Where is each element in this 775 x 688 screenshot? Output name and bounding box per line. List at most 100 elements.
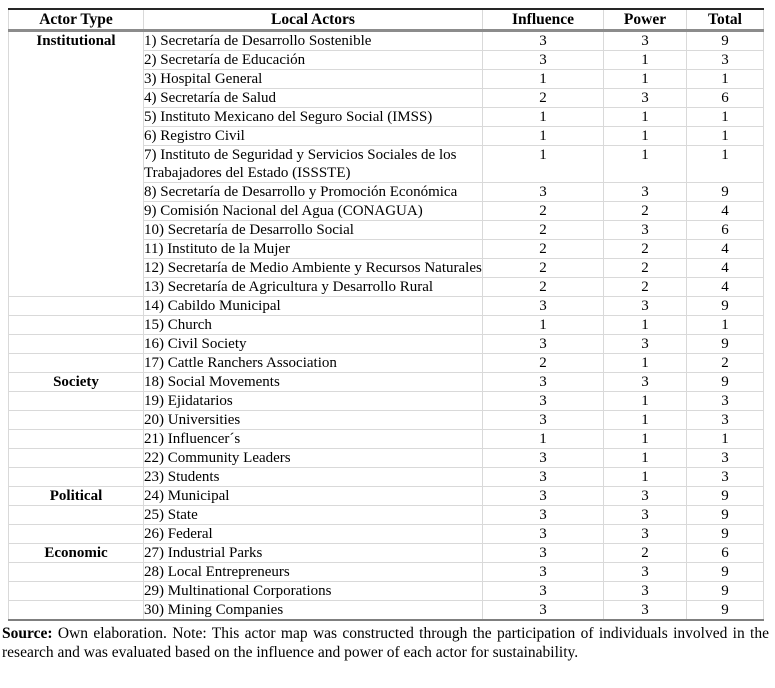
actor-cell: 2) Secretaría de Educación [143, 50, 483, 70]
table-row: Institutional 1) Secretaría de Desarrollo… [8, 30, 764, 297]
total-cell: 9 [686, 334, 764, 354]
power-cell: 3 [603, 334, 687, 354]
actor-type-cell: Institutional [8, 30, 144, 297]
header-power: Power [603, 9, 687, 32]
influence-cell: 3 [482, 467, 604, 487]
actor-type-cell [8, 581, 144, 601]
influence-cell: 3 [482, 391, 604, 411]
power-cell: 3 [603, 88, 687, 108]
influence-cell: 3 [482, 410, 604, 430]
actor-cell: 8) Secretaría de Desarrollo y Promoción … [143, 182, 483, 202]
power-cell: 1 [603, 391, 687, 411]
total-cell: 3 [686, 391, 764, 411]
total-cell: 6 [686, 220, 764, 240]
influence-cell: 2 [482, 239, 604, 259]
actor-table: Actor Type Local Actors Influence Power … [8, 8, 764, 621]
actor-type-cell [8, 524, 144, 544]
total-cell: 4 [686, 277, 764, 297]
power-cell: 1 [603, 69, 687, 89]
actor-type-cell [8, 334, 144, 354]
power-cell: 1 [603, 410, 687, 430]
table-row: 29) Multinational Corporations 3 3 9 [8, 581, 764, 601]
influence-cell: 1 [482, 429, 604, 449]
actor-type-cell [8, 448, 144, 468]
power-cell: 1 [603, 429, 687, 449]
power-cell: 1 [603, 467, 687, 487]
power-cell: 1 [603, 126, 687, 146]
total-cell: 1 [686, 315, 764, 335]
table-header: Actor Type Local Actors Influence Power … [8, 9, 764, 32]
total-cell: 4 [686, 201, 764, 221]
table-row: 20) Universities 3 1 3 [8, 410, 764, 430]
actor-cell: 10) Secretaría de Desarrollo Social [143, 220, 483, 240]
actor-cell: 21) Influencer´s [143, 429, 483, 449]
total-cell: 4 [686, 239, 764, 259]
power-cell: 3 [603, 296, 687, 316]
total-cell: 6 [686, 88, 764, 108]
power-cell: 1 [603, 50, 687, 70]
table-row: 15) Church 1 1 1 [8, 315, 764, 335]
influence-cell: 3 [482, 581, 604, 601]
influence-cell: 3 [482, 600, 604, 621]
total-cell: 1 [686, 126, 764, 146]
table-row: 23) Students 3 1 3 [8, 467, 764, 487]
influence-cell: 3 [482, 182, 604, 202]
actor-type-cell [8, 429, 144, 449]
influence-cell: 2 [482, 277, 604, 297]
influence-cell: 1 [482, 315, 604, 335]
actor-cell: 29) Multinational Corporations [143, 581, 483, 601]
actor-cell: 7) Instituto de Seguridad y Servicios So… [143, 145, 483, 183]
influence-cell: 1 [482, 145, 604, 183]
influence-cell: 3 [482, 562, 604, 582]
total-cell: 9 [686, 486, 764, 506]
total-cell: 9 [686, 296, 764, 316]
influence-cell: 2 [482, 201, 604, 221]
power-cell: 1 [603, 315, 687, 335]
actor-cell: 16) Civil Society [143, 334, 483, 354]
power-cell: 3 [603, 600, 687, 621]
actor-type-cell [8, 296, 144, 316]
total-cell: 9 [686, 372, 764, 392]
total-cell: 9 [686, 182, 764, 202]
table-row: 17) Cattle Ranchers Association 2 1 2 [8, 353, 764, 373]
table-row: 28) Local Entrepreneurs 3 3 9 [8, 562, 764, 582]
actor-type-cell [8, 353, 144, 373]
power-cell: 2 [603, 258, 687, 278]
power-cell: 2 [603, 239, 687, 259]
actor-type-cell [8, 505, 144, 525]
total-cell: 1 [686, 145, 764, 183]
header-row: Actor Type Local Actors Influence Power … [8, 9, 764, 32]
table-row: 3) Hospital General 1 1 1 [9, 69, 764, 89]
total-cell: 6 [686, 543, 764, 563]
actor-cell: 30) Mining Companies [143, 600, 483, 621]
table-row: 30) Mining Companies 3 3 9 [8, 600, 764, 621]
total-cell: 3 [686, 467, 764, 487]
actor-type-cell: Society [8, 372, 144, 392]
actor-cell: 18) Social Movements [143, 372, 483, 392]
table-row: 9) Comisión Nacional del Agua (CONAGUA) 2… [9, 201, 764, 221]
table-row: 25) State 3 3 9 [8, 505, 764, 525]
influence-cell: 3 [482, 334, 604, 354]
table-row: 8) Secretaría de Desarrollo y Promoción … [9, 182, 764, 202]
power-cell: 2 [603, 277, 687, 297]
table-body: Institutional 1) Secretaría de Desarrollo… [8, 30, 764, 621]
power-cell: 3 [603, 581, 687, 601]
influence-cell: 2 [482, 258, 604, 278]
table-row: 2) Secretaría de Educación 3 1 3 [9, 50, 764, 70]
actor-cell: 15) Church [143, 315, 483, 335]
total-cell: 9 [686, 505, 764, 525]
actor-cell: 22) Community Leaders [143, 448, 483, 468]
influence-cell: 1 [482, 69, 604, 89]
actor-type-cell [8, 315, 144, 335]
influence-cell: 3 [482, 372, 604, 392]
source-note: Source: Own elaboration. Note: This acto… [2, 624, 769, 662]
actor-cell: 23) Students [143, 467, 483, 487]
table-row: 21) Influencer´s 1 1 1 [8, 429, 764, 449]
total-cell: 3 [686, 410, 764, 430]
actor-cell: 1) Secretaría de Desarrollo Sostenible [143, 30, 483, 51]
power-cell: 2 [603, 543, 687, 563]
table-row: Society 18) Social Movements 3 3 9 [8, 372, 764, 392]
influence-cell: 3 [482, 448, 604, 468]
actor-type-cell: Economic [8, 543, 144, 563]
